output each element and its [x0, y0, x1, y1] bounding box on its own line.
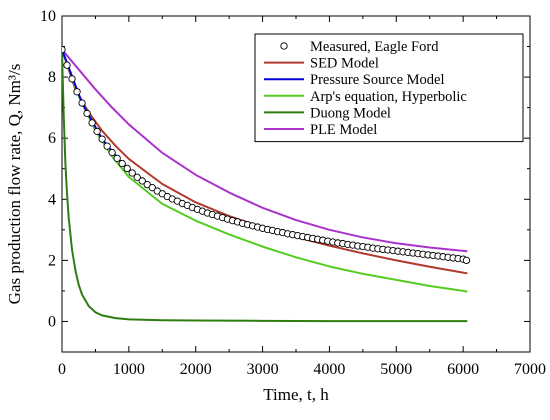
legend-label: Duong Model	[310, 105, 391, 121]
legend-item: Duong Model	[264, 105, 391, 121]
y-tick-label: 8	[48, 69, 56, 86]
legend-item: PLE Model	[264, 122, 377, 138]
y-axis-label: Gas production flow rate, Q, Nm³/s	[5, 64, 24, 305]
x-tick-label: 5000	[380, 361, 412, 378]
x-axis-label: Time, t, h	[263, 385, 329, 404]
x-tick-label: 6000	[447, 361, 479, 378]
legend-label: Measured, Eagle Ford	[310, 39, 439, 55]
data-point	[128, 169, 136, 177]
legend-label: Pressure Source Model	[310, 72, 445, 88]
legend-label: SED Model	[310, 56, 379, 72]
y-tick-label: 10	[40, 8, 56, 25]
data-point	[118, 159, 126, 168]
data-point	[88, 119, 96, 127]
data-point	[78, 99, 86, 107]
data-point	[148, 184, 156, 192]
series-layer	[62, 45, 471, 323]
data-point	[113, 154, 121, 162]
legend-label: PLE Model	[310, 122, 377, 138]
series-measured-eagle-ford	[62, 45, 471, 265]
series-line-arp-s-equation-hyperbolic	[62, 48, 468, 293]
legend-marker	[280, 42, 288, 50]
data-point	[68, 75, 76, 83]
legend-item: Pressure Source Model	[264, 72, 445, 88]
series-line-ple-model	[62, 48, 468, 253]
x-tick-label: 0	[58, 361, 66, 378]
data-point	[462, 256, 471, 265]
data-point	[123, 164, 131, 173]
data-point	[138, 177, 146, 185]
x-tick-label: 3000	[247, 361, 279, 378]
data-point	[108, 148, 116, 157]
data-point	[103, 142, 111, 150]
x-tick-label: 4000	[313, 361, 345, 378]
data-point	[62, 45, 66, 54]
legend-box	[254, 33, 524, 143]
legend-item: SED Model	[264, 56, 379, 72]
y-tick-label: 0	[48, 313, 56, 330]
y-tick-label: 2	[48, 252, 56, 269]
x-tick-label: 1000	[113, 361, 145, 378]
data-point	[83, 109, 91, 118]
x-tick-label: 7000	[514, 361, 546, 378]
legend-item: Measured, Eagle Ford	[280, 39, 439, 55]
data-point	[73, 88, 81, 96]
y-tick-label: 4	[48, 191, 56, 208]
data-point	[133, 173, 141, 181]
data-point	[98, 135, 106, 143]
legend-label: Arp's equation, Hyperbolic	[310, 89, 467, 105]
legend-item: Arp's equation, Hyperbolic	[264, 89, 467, 105]
y-tick-label: 6	[48, 130, 56, 147]
axis-ticks: 0 1000 2000 3000 4000 5000 6000 7000 0 2 4 6 8 10	[40, 8, 546, 378]
data-point	[63, 61, 71, 69]
series-line-duong-model	[62, 48, 468, 323]
data-point	[93, 127, 101, 136]
x-tick-label: 2000	[180, 361, 212, 378]
